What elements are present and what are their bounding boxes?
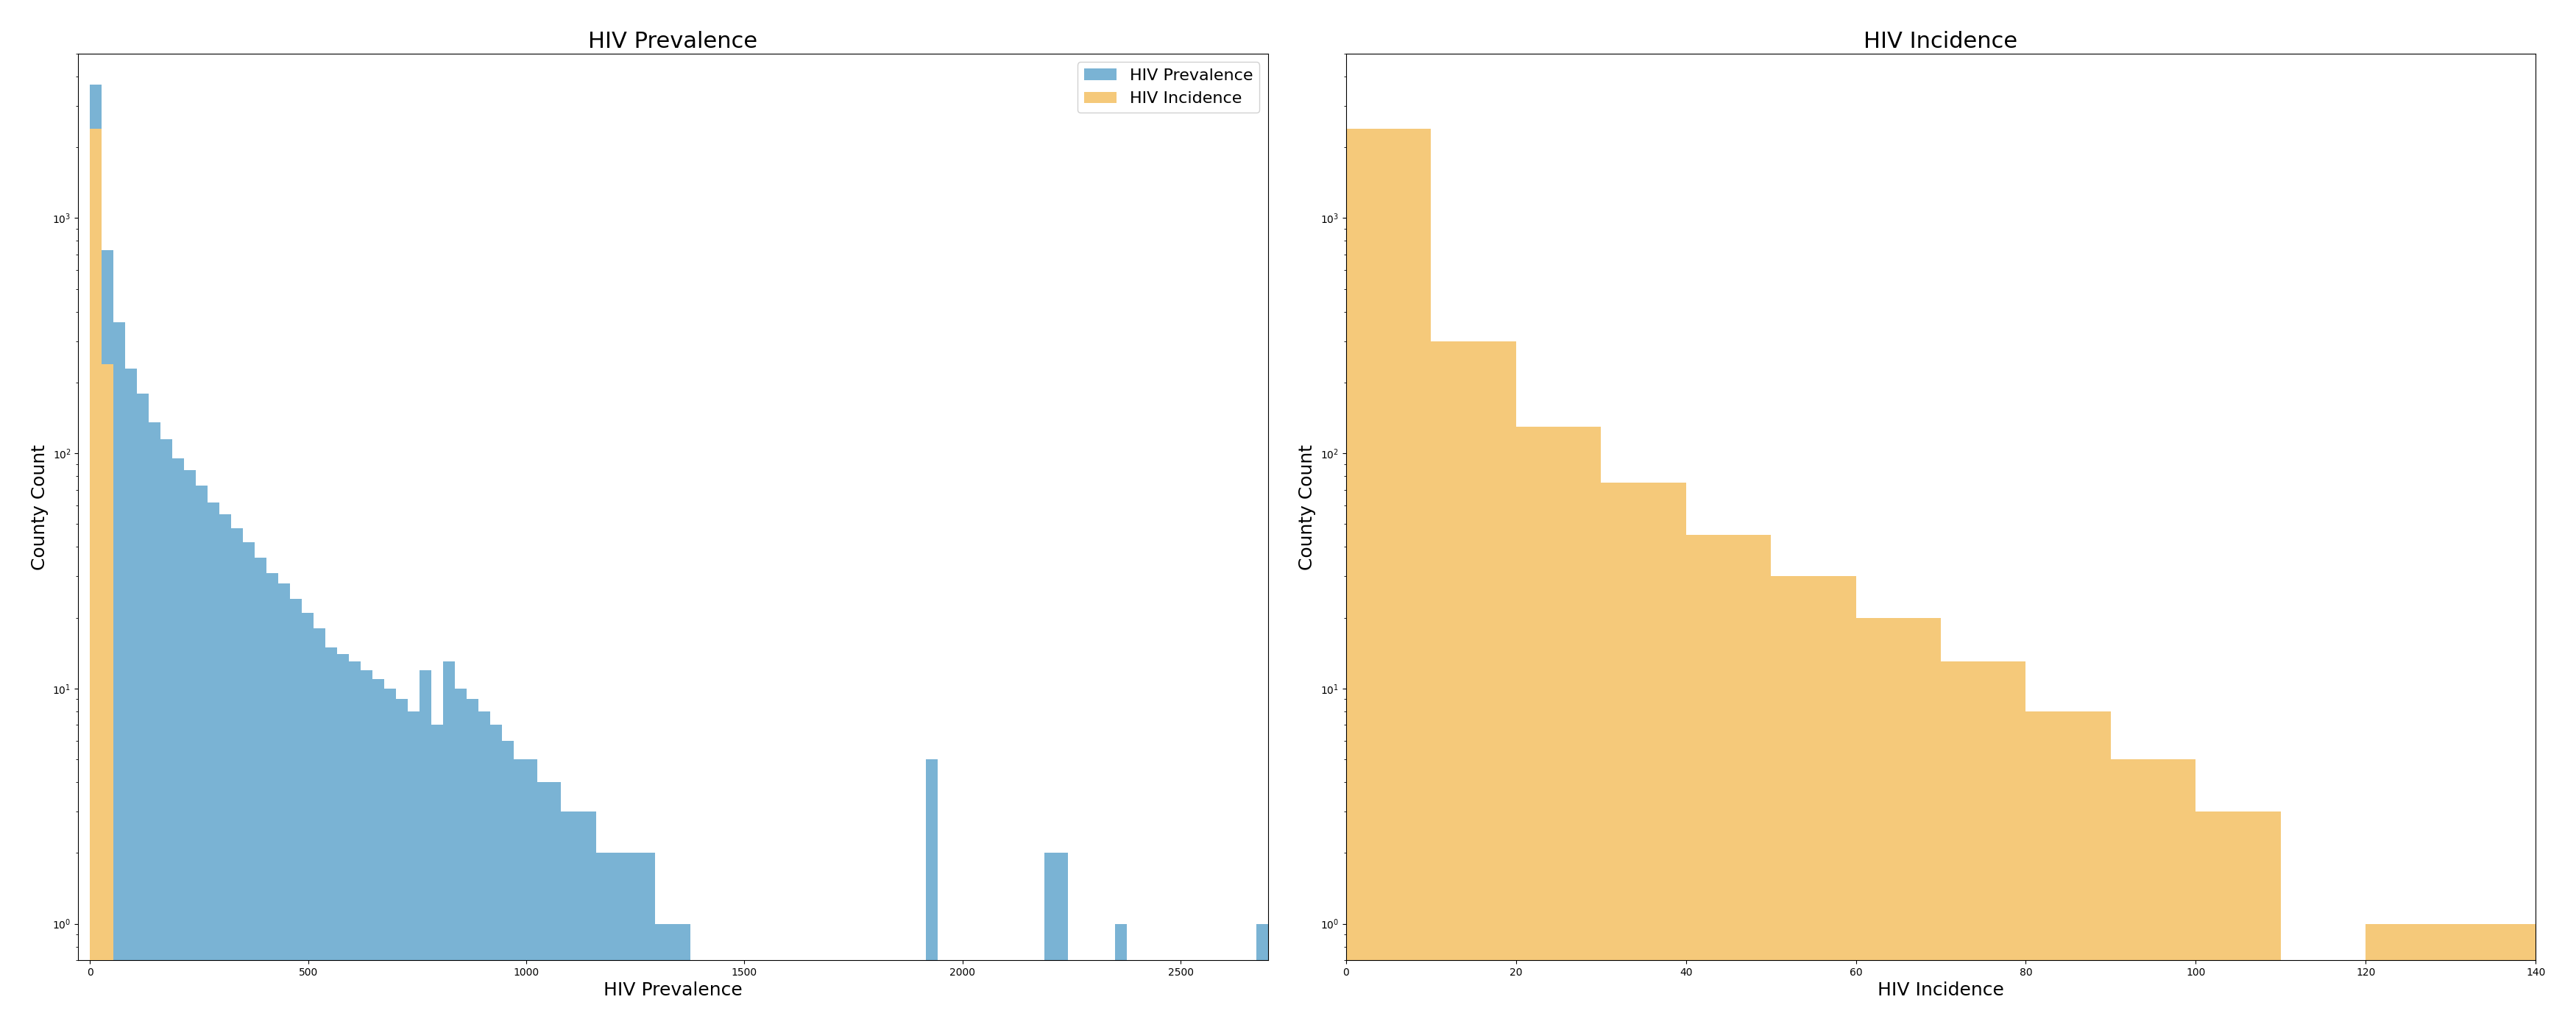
Bar [209,503,219,1030]
Bar [1770,577,1855,1030]
Bar [456,688,466,1030]
X-axis label: HIV Incidence: HIV Incidence [1878,982,2004,999]
Bar [572,812,585,1030]
Bar [232,528,242,1030]
Bar [1432,341,1515,1030]
Bar [2365,924,2450,1030]
Bar [621,853,631,1030]
Bar [667,924,680,1030]
Bar [466,699,479,1030]
Bar [268,573,278,1030]
Bar [1855,618,1940,1030]
Bar [278,583,291,1030]
Bar [160,439,173,1030]
Bar [100,364,113,1030]
Bar [598,853,608,1030]
Bar [314,628,325,1030]
Bar [1600,483,1685,1030]
Bar [350,661,361,1030]
Bar [608,853,621,1030]
Bar [126,369,137,1030]
Bar [90,84,100,1030]
Y-axis label: County Count: County Count [1298,444,1316,570]
Bar [1940,661,2025,1030]
Bar [644,853,654,1030]
Bar [137,393,149,1030]
Title: HIV Incidence: HIV Incidence [1865,31,2017,52]
Bar [325,647,337,1030]
Bar [384,688,397,1030]
Bar [1515,426,1600,1030]
Title: HIV Prevalence: HIV Prevalence [587,31,757,52]
Bar [1043,853,1056,1030]
Bar [2195,812,2280,1030]
Bar [173,458,185,1030]
Bar [549,782,562,1030]
Bar [291,599,301,1030]
Bar [927,759,938,1030]
Bar [1685,535,1770,1030]
Bar [562,812,572,1030]
Bar [2110,759,2195,1030]
Y-axis label: County Count: County Count [31,444,49,570]
Bar [255,557,268,1030]
Bar [515,759,526,1030]
Bar [301,613,314,1030]
Bar [680,924,690,1030]
Bar [374,679,384,1030]
Bar [407,712,420,1030]
Bar [2450,924,2535,1030]
Bar [502,741,515,1030]
Bar [337,654,350,1030]
Bar [538,782,549,1030]
Bar [361,670,374,1030]
Bar [1347,129,1432,1030]
Bar [242,542,255,1030]
Bar [113,322,126,1030]
Bar [631,853,644,1030]
Bar [219,514,232,1030]
Bar [443,661,456,1030]
Bar [526,759,538,1030]
Legend: HIV Prevalence, HIV Incidence: HIV Prevalence, HIV Incidence [1077,62,1260,112]
Bar [90,129,100,1030]
Bar [489,725,502,1030]
Bar [433,725,443,1030]
Bar [100,250,113,1030]
Bar [1257,924,1267,1030]
Bar [585,812,598,1030]
Bar [185,470,196,1030]
Bar [654,924,667,1030]
X-axis label: HIV Prevalence: HIV Prevalence [603,982,742,999]
Bar [1056,853,1066,1030]
Bar [420,670,433,1030]
Bar [149,422,160,1030]
Bar [1115,924,1126,1030]
Bar [479,712,489,1030]
Bar [397,699,407,1030]
Bar [2025,712,2110,1030]
Bar [196,485,209,1030]
